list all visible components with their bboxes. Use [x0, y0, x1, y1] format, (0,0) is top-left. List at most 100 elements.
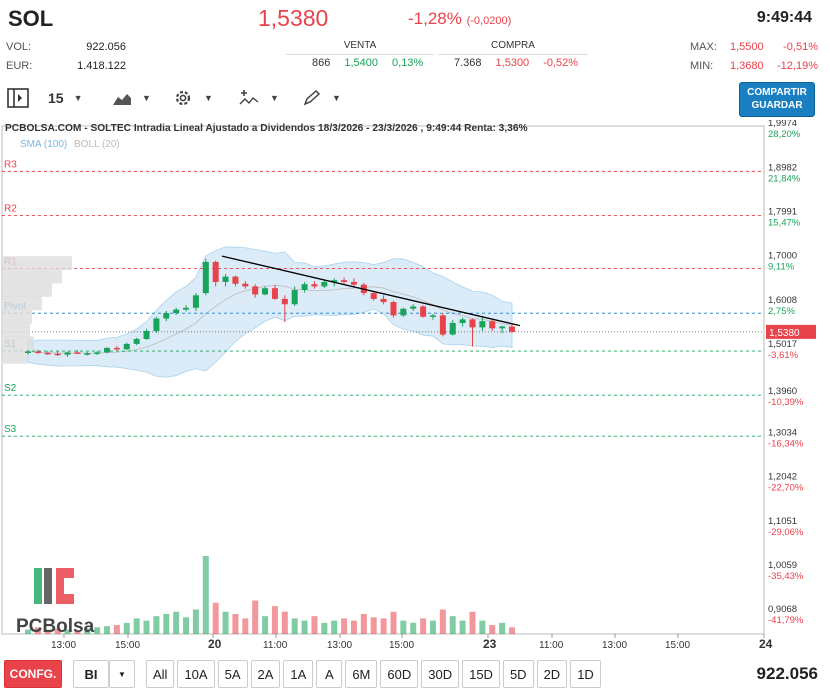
candle-body	[449, 322, 456, 335]
pct-tick-label: -16,34%	[768, 438, 804, 449]
interval-select[interactable]: 15 ▼	[48, 84, 83, 112]
volume-bar	[94, 627, 101, 634]
watermark: PCBolsa	[16, 616, 95, 637]
gear-icon	[175, 90, 191, 106]
symbol: SOL	[8, 6, 54, 31]
bollinger-mid	[27, 284, 513, 354]
indicators-select[interactable]: ▼	[238, 84, 279, 112]
chart-title: PCBOLSA.COM - SOLTEC Intradia Lineal Aju…	[5, 123, 528, 134]
range-button-5a[interactable]: 5A	[217, 660, 248, 688]
chart-type-select[interactable]: ▼	[112, 84, 151, 112]
volume-bar	[301, 620, 308, 634]
min-pct: -12,19%	[777, 60, 818, 72]
level-label-s2: S2	[4, 383, 17, 394]
range-button-1d[interactable]: 1D	[570, 660, 601, 688]
chevron-down-icon: ▼	[270, 93, 279, 103]
time-tick-label: 11:00	[539, 640, 564, 650]
range-button-all[interactable]: All	[146, 660, 175, 688]
candle-body	[202, 261, 209, 294]
pct-tick-label: 9,11%	[768, 262, 795, 273]
chart-type-dropdown[interactable]: ▼	[109, 660, 135, 688]
volume-bar	[429, 620, 436, 634]
draw-tools-select[interactable]: ▼	[302, 84, 341, 112]
candle-body	[331, 280, 338, 282]
last-price: 1,5380	[258, 5, 329, 31]
price-change: -1,28% (-0,0200)	[408, 9, 511, 29]
interval-value: 15	[48, 90, 64, 106]
volume-bar	[262, 616, 269, 634]
candle-body	[321, 281, 328, 287]
price-tick-label: 0,9068	[768, 604, 797, 615]
candle-body	[291, 289, 298, 305]
range-button-5d[interactable]: 5D	[502, 660, 534, 688]
candle-body	[34, 351, 41, 353]
volume-bar	[143, 620, 150, 634]
price-tick-label: 1,1051	[768, 516, 797, 527]
settings-select[interactable]: ▼	[172, 84, 213, 112]
volume-bar	[153, 616, 160, 634]
buy-price: 1,5300	[495, 57, 530, 69]
time-tick-label: 13:00	[602, 640, 627, 650]
current-price-tag-label: 1,5380	[769, 328, 800, 339]
candle-body	[252, 286, 259, 295]
volume-row: VOL: 922.056	[6, 41, 126, 53]
price-tick-label: 1,0059	[768, 560, 797, 571]
pct-tick-label: -35,43%	[768, 571, 804, 582]
volume-bar	[222, 611, 229, 634]
volume-bar	[74, 630, 81, 634]
candle-body	[84, 353, 91, 355]
range-button-10a[interactable]: 10A	[177, 660, 215, 688]
volume-bar	[321, 622, 328, 634]
price-chart[interactable]: PCBOLSA.COM - SOLTEC Intradia Lineal Aju…	[0, 118, 830, 651]
indicators-icon	[239, 90, 259, 105]
candle-body	[192, 295, 199, 308]
range-button-2d[interactable]: 2D	[536, 660, 568, 688]
candle-body	[489, 321, 496, 329]
max-label: MAX:	[690, 41, 717, 53]
volume-bar	[410, 622, 417, 634]
candle-body	[281, 298, 288, 305]
volume-bar	[390, 611, 397, 634]
volume-bar	[242, 618, 249, 634]
logo-mark	[56, 568, 74, 604]
time-tick-label: 20	[208, 637, 222, 650]
range-button-30d[interactable]: 30D	[421, 660, 460, 688]
range-button-6m[interactable]: 6M	[345, 660, 378, 688]
candle-body	[133, 339, 140, 344]
panel-toggle-button[interactable]	[6, 84, 30, 112]
bollinger-band	[27, 246, 513, 378]
chart-canvas[interactable]: PCBOLSA.COM - SOLTEC Intradia Lineal Aju…	[0, 118, 830, 651]
range-button-a[interactable]: A	[316, 660, 343, 688]
legend-sma: SMA (100)	[20, 139, 67, 150]
range-button-1a[interactable]: 1A	[283, 660, 314, 688]
range-button-15d[interactable]: 15D	[462, 660, 500, 688]
chevron-down-icon: ▼	[332, 93, 341, 103]
candle-body	[113, 347, 120, 350]
candle-body	[153, 318, 160, 331]
plot-frame	[1, 125, 765, 635]
candle-body	[420, 306, 427, 317]
config-button[interactable]: CONFG.	[4, 660, 62, 688]
time-tick-label: 23	[483, 637, 497, 650]
range-button-60d[interactable]: 60D	[380, 660, 419, 688]
pct-tick-label: 2,75%	[768, 306, 795, 317]
candle-body	[54, 353, 61, 356]
candle-body	[350, 281, 357, 285]
share-save-button[interactable]: COMPARTIR GUARDAR	[739, 82, 815, 117]
volume-bar	[123, 622, 130, 634]
volume-bar	[202, 556, 209, 634]
candle-body	[429, 315, 436, 317]
volume-profile-bar	[2, 256, 72, 271]
range-button-2a[interactable]: 2A	[250, 660, 281, 688]
trendline	[221, 255, 521, 327]
time-tick-label: 13:00	[51, 640, 76, 650]
volume-bar	[113, 625, 120, 634]
candle-body	[173, 309, 180, 314]
volume-bar	[400, 620, 407, 634]
sell-title: VENTA	[343, 40, 377, 51]
volume-bar	[449, 616, 456, 634]
change-abs: (-0,0200)	[466, 15, 512, 27]
chart-type-button[interactable]: BI	[73, 660, 109, 688]
volume-bar	[104, 626, 111, 634]
volume-bar	[64, 629, 71, 634]
